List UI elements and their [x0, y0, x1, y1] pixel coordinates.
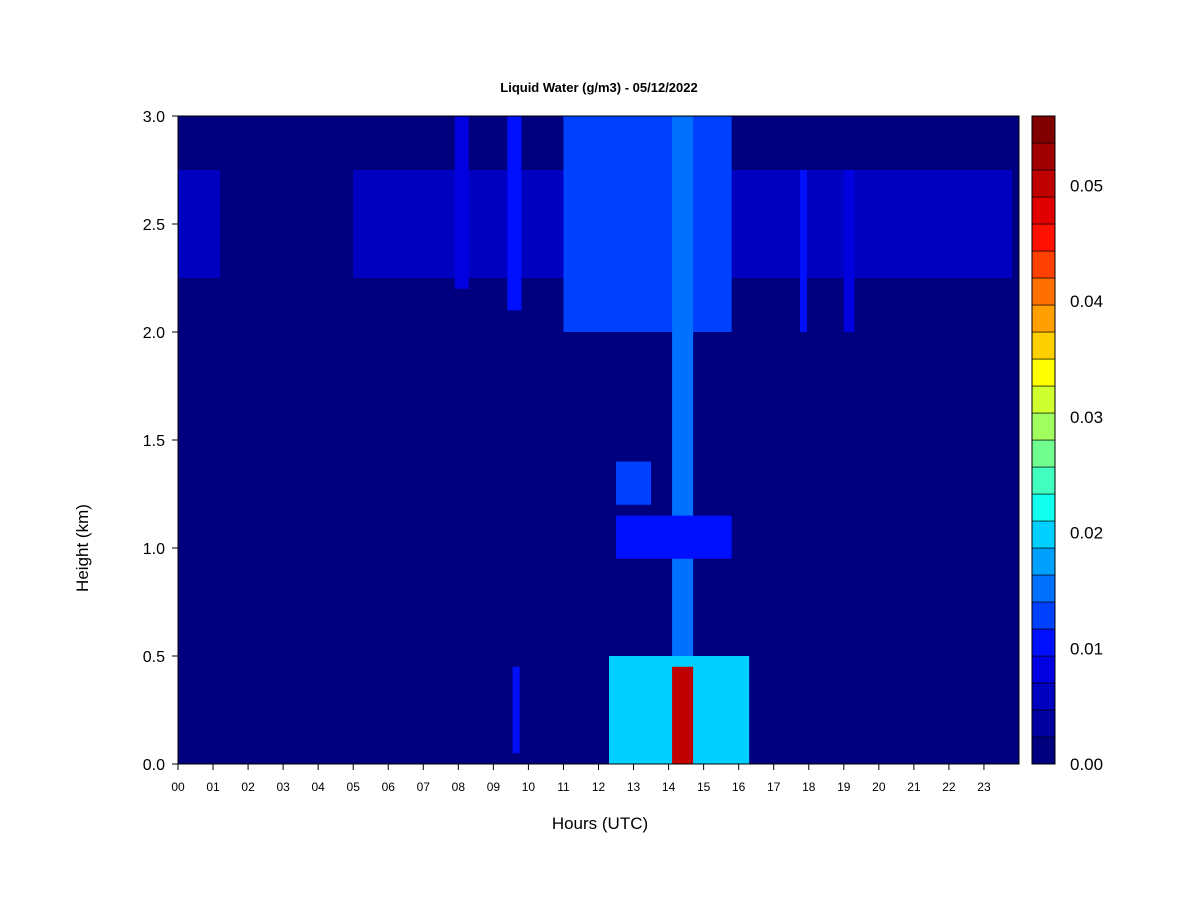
colorbar-segment [1031, 358, 1056, 387]
x-tick-label: 08 [452, 780, 466, 794]
chart-title: Liquid Water (g/m3) - 05/12/2022 [500, 80, 697, 95]
colorbar-tick-label: 0.03 [1070, 408, 1103, 427]
y-tick-label: 1.0 [143, 541, 165, 558]
colorbar-segment [1031, 142, 1056, 171]
colorbar-segment [1031, 574, 1056, 603]
colorbar-segment [1031, 655, 1056, 684]
colorbar-segment [1031, 169, 1056, 198]
colorbar-segment [1031, 412, 1056, 441]
colorbar-segment [1031, 304, 1056, 333]
heatmap-region-8 [616, 515, 732, 559]
x-tick-label: 03 [276, 780, 290, 794]
y-tick-label: 0.0 [143, 757, 165, 774]
y-tick-label: 2.5 [143, 217, 165, 234]
x-tick-label: 12 [592, 780, 606, 794]
colorbar-tick-label: 0.01 [1070, 639, 1103, 658]
colorbar-segment [1031, 736, 1056, 765]
colorbar [1031, 115, 1056, 765]
colorbar-segment [1031, 466, 1056, 495]
colorbar-segment [1031, 493, 1056, 522]
colorbar-segment [1031, 223, 1056, 252]
x-tick-label: 07 [417, 780, 431, 794]
heatmap-region-12 [799, 170, 807, 332]
colorbar-segment [1031, 682, 1056, 711]
colorbar-tick-label: 0.00 [1070, 755, 1103, 774]
heatmap-region-4 [507, 116, 522, 311]
x-axis: 00 01 02 03 04 05 06 07 08 09 10 11 12 13 14 15 16 17 18 19… [171, 764, 991, 794]
heatmap-region-5 [563, 116, 732, 332]
y-tick-label: 3.0 [143, 109, 165, 126]
colorbar-segment [1031, 385, 1056, 414]
y-tick-label: 0.5 [143, 649, 165, 666]
x-tick-label: 11 [557, 780, 570, 794]
heatmap-region-3 [454, 116, 469, 289]
x-tick-label: 09 [487, 780, 501, 794]
x-tick-label: 16 [732, 780, 746, 794]
y-tick-label: 1.5 [143, 433, 165, 450]
heatmap-region-13 [843, 170, 855, 332]
colorbar-segment [1031, 115, 1056, 144]
heatmap-region-6 [672, 116, 694, 764]
x-tick-label: 19 [837, 780, 851, 794]
colorbar-tick-label: 0.02 [1070, 524, 1103, 543]
colorbar-tick-label: 0.05 [1070, 176, 1103, 195]
x-tick-label: 00 [171, 780, 185, 794]
plot-area [178, 116, 1019, 764]
heatmap-region-7 [616, 461, 652, 505]
x-tick-label: 10 [522, 780, 536, 794]
colorbar-segment [1031, 196, 1056, 225]
colorbar-segment [1031, 331, 1056, 360]
x-tick-label: 23 [977, 780, 991, 794]
x-axis-label: Hours (UTC) [552, 814, 648, 833]
y-axis-label: Height (km) [73, 504, 92, 592]
x-tick-label: 20 [872, 780, 886, 794]
x-tick-label: 14 [662, 780, 676, 794]
x-tick-label: 18 [802, 780, 816, 794]
x-tick-label: 22 [942, 780, 956, 794]
colorbar-frame [1031, 115, 1056, 765]
x-tick-label: 01 [206, 780, 220, 794]
colorbar-segment [1031, 628, 1056, 657]
x-tick-label: 04 [311, 780, 325, 794]
heatmap-region-10 [672, 666, 694, 764]
x-tick-label: 06 [382, 780, 396, 794]
y-tick-label: 2.0 [143, 325, 165, 342]
colorbar-segment [1031, 709, 1056, 738]
y-axis: 0.0 0.5 1.0 1.5 2.0 2.5 3.0 [143, 109, 178, 774]
colorbar-segment [1031, 601, 1056, 630]
colorbar-segment [1031, 547, 1056, 576]
x-tick-label: 17 [767, 780, 781, 794]
x-tick-label: 02 [241, 780, 255, 794]
x-tick-label: 15 [697, 780, 711, 794]
colorbar-segment [1031, 277, 1056, 306]
colorbar-segment [1031, 250, 1056, 279]
colorbar-segment [1031, 520, 1056, 549]
x-tick-label: 05 [347, 780, 361, 794]
heatmap-region-11 [512, 666, 520, 754]
heatmap-region-2 [220, 170, 354, 278]
x-tick-label: 13 [627, 780, 641, 794]
colorbar-segment [1031, 439, 1056, 468]
colorbar-tick-label: 0.04 [1070, 292, 1103, 311]
x-tick-label: 21 [907, 780, 921, 794]
colorbar-ticks: 0.00 0.01 0.02 0.03 0.04 0.05 [1070, 176, 1103, 774]
